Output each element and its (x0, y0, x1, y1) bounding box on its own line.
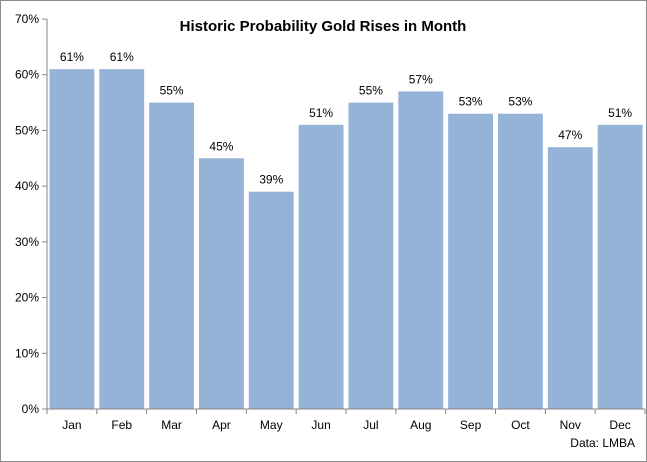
data-labels: 61% 61% 55% 45% 39% 51% 55% 57% 53% 53% 47% 51% (60, 50, 633, 187)
x-tick-label: Jan (62, 418, 81, 432)
y-tick-label: 10% (15, 346, 39, 360)
data-label: 55% (359, 84, 383, 98)
data-label: 47% (558, 128, 582, 142)
bar-apr (198, 158, 244, 409)
chart-title: Historic Probability Gold Rises in Month (180, 18, 467, 35)
data-label: 53% (459, 95, 483, 109)
data-label: 51% (309, 106, 333, 120)
source-note: Data: LMBA (570, 436, 635, 450)
x-tick-label: Nov (560, 418, 581, 432)
bar-oct (497, 113, 543, 409)
x-tick-label: Oct (511, 418, 530, 432)
y-tick-label: 60% (15, 68, 39, 82)
y-tick-label: 0% (22, 402, 40, 416)
data-label: 51% (608, 106, 632, 120)
bar-nov (547, 147, 593, 409)
bars (49, 69, 643, 410)
x-tick-label: Dec (609, 418, 630, 432)
x-tick-label: May (260, 418, 283, 432)
y-tick-label: 50% (15, 123, 39, 137)
y-tick-label: 70% (15, 12, 39, 26)
x-tick-label: Mar (161, 418, 182, 432)
data-label: 61% (60, 50, 84, 64)
x-tick-label: Aug (410, 418, 431, 432)
data-label: 55% (160, 84, 184, 98)
bar-dec (597, 124, 643, 409)
y-axis-ticks: 0% 10% 20% 30% 40% 50% 60% 70% (15, 12, 47, 416)
data-label: 53% (508, 95, 532, 109)
y-tick-label: 40% (15, 179, 39, 193)
bar-sep (448, 113, 494, 409)
x-tick-label: Jun (311, 418, 330, 432)
y-tick-label: 20% (15, 291, 39, 305)
bar-jun (298, 124, 344, 409)
x-tick-label: Feb (111, 418, 132, 432)
x-axis-ticks: Jan Feb Mar Apr May Jun Jul Aug Sep Oct Nov Dec (46, 409, 646, 432)
bar-aug (398, 91, 444, 409)
data-label: 45% (209, 139, 233, 153)
x-tick-label: Sep (460, 418, 482, 432)
y-tick-label: 30% (15, 235, 39, 249)
bar-feb (99, 69, 145, 410)
bar-jul (348, 102, 394, 410)
data-label: 57% (409, 72, 433, 86)
x-tick-label: Jul (363, 418, 378, 432)
bar-jan (49, 69, 95, 410)
data-label: 61% (110, 50, 134, 64)
bar-may (248, 191, 294, 409)
data-label: 39% (259, 173, 283, 187)
x-tick-label: Apr (212, 418, 231, 432)
bar-mar (149, 102, 195, 410)
